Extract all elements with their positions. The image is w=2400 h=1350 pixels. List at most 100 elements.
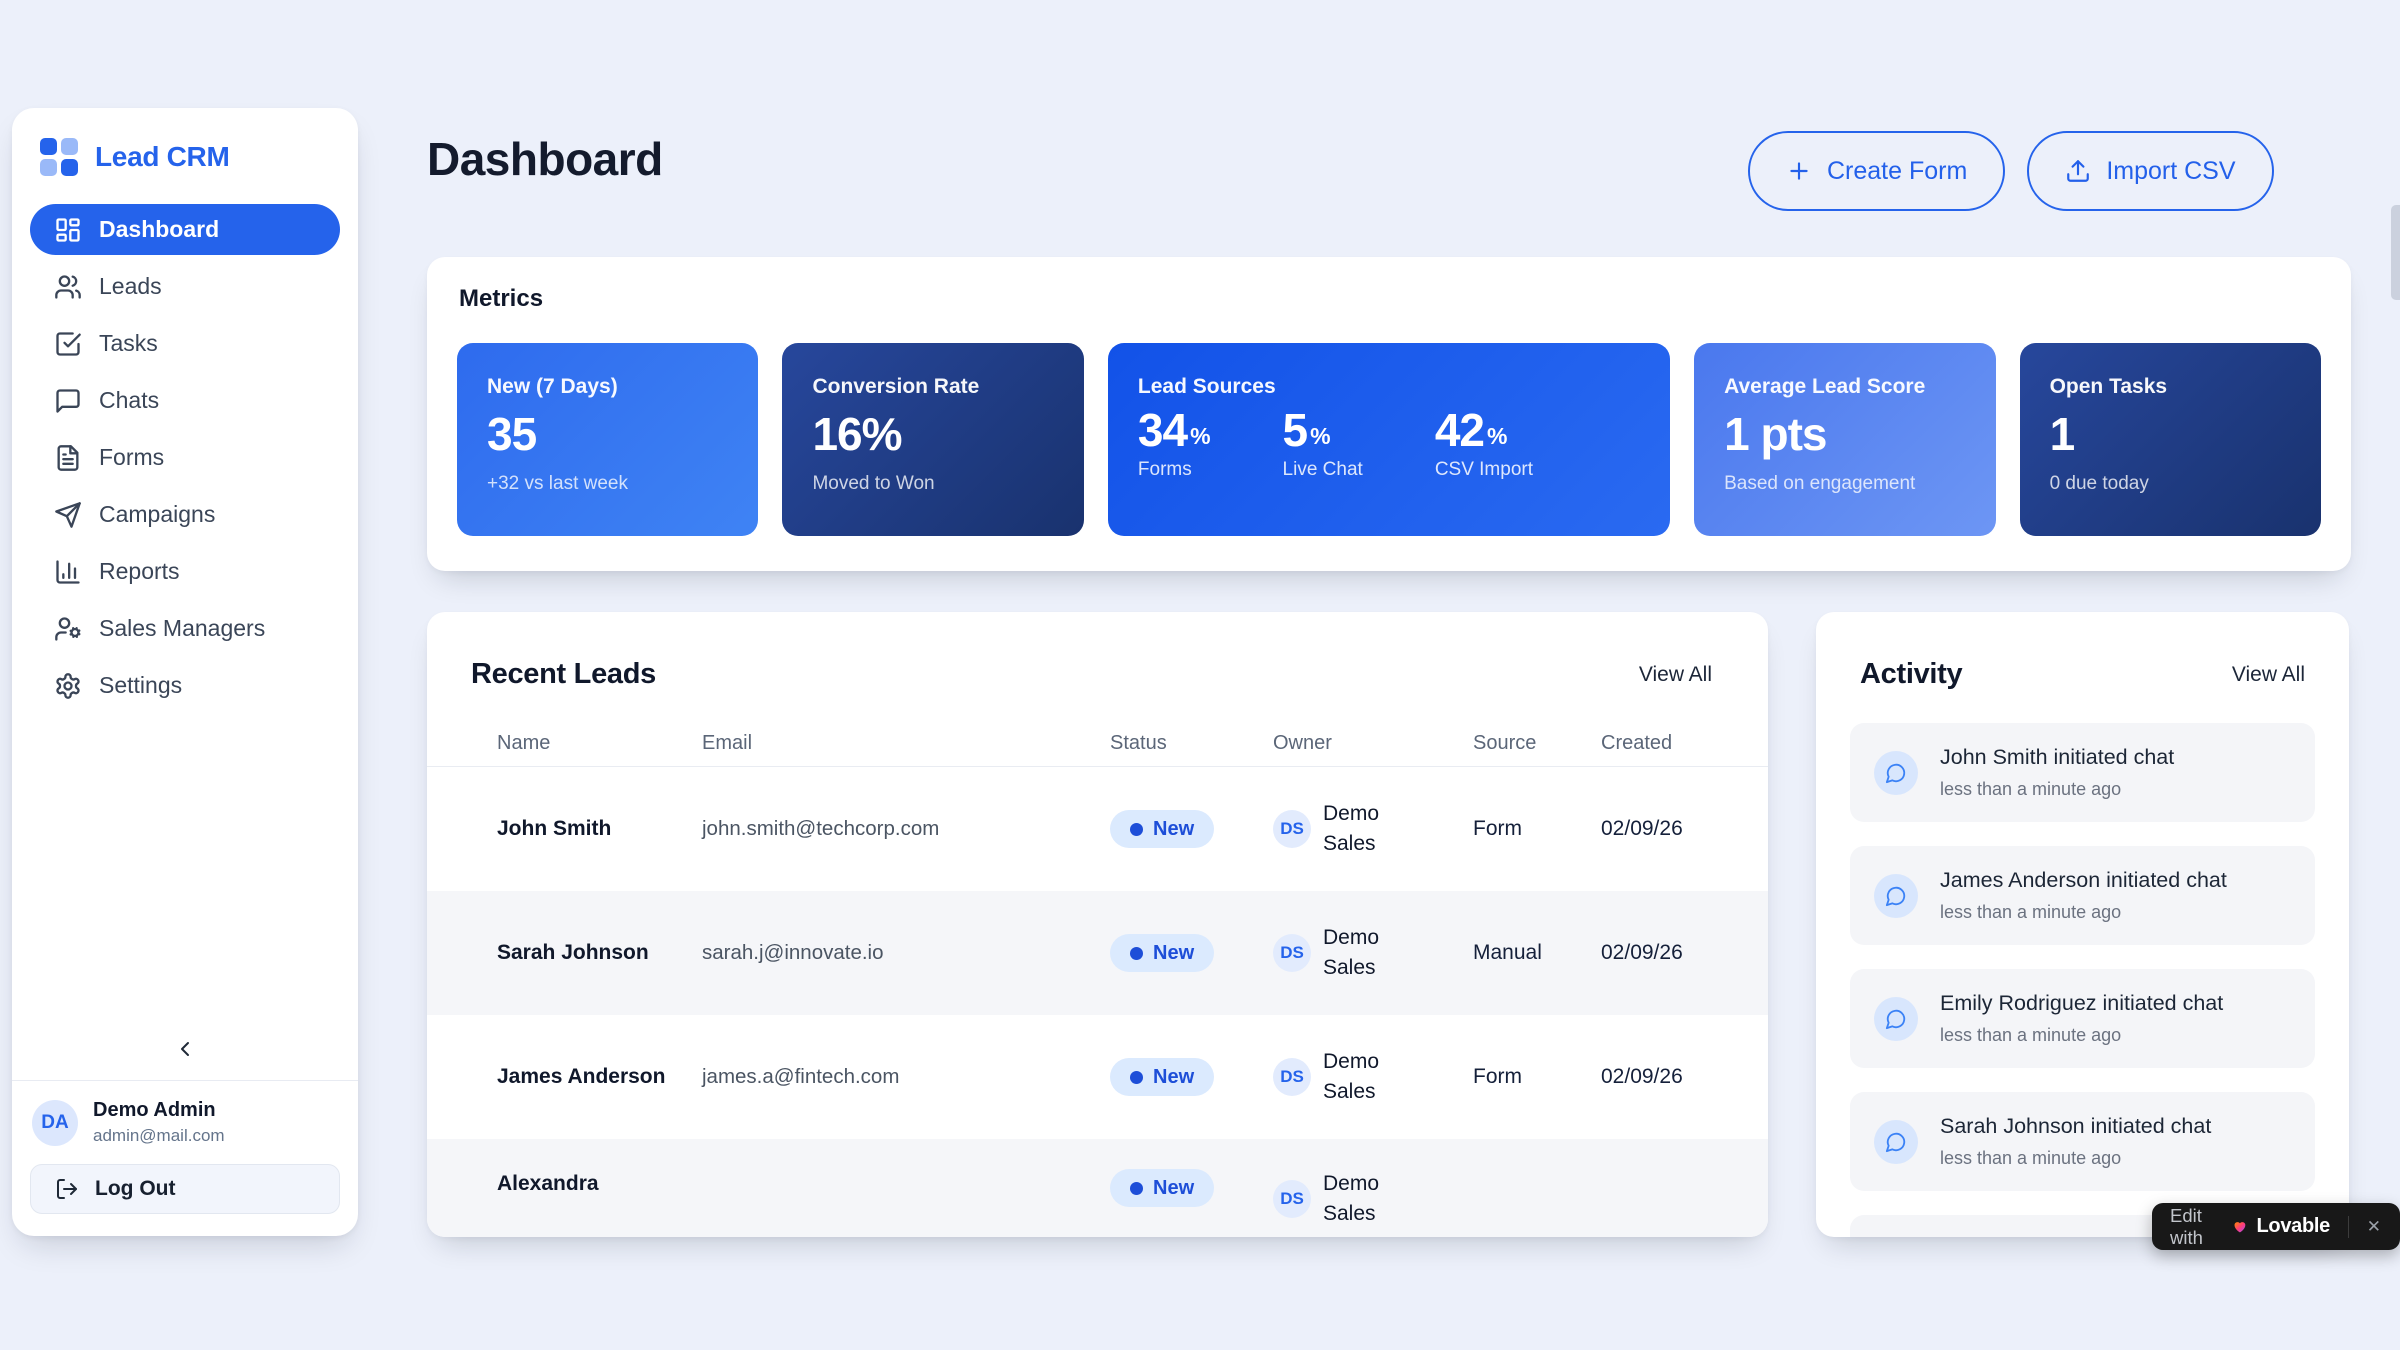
lovable-prefix-label: Edit with [2170,1204,2203,1248]
chat-bubble-icon [1874,996,1918,1041]
column-header: Email [702,732,753,754]
sidebar-item-chats[interactable]: Chats [30,375,340,426]
table-row[interactable]: Alexandra New DS Demo Sales [427,1139,1768,1237]
activity-text: James Anderson initiated chat [1940,868,2227,892]
sidebar-collapse-button[interactable] [168,1032,202,1066]
table-row[interactable]: John Smith john.smith@techcorp.com New D… [427,767,1768,891]
sidebar-item-label: Reports [99,558,180,584]
owner-avatar: DS [1273,1180,1311,1218]
status-badge: New [1110,1169,1215,1207]
stat-unit: % [1486,423,1508,449]
activity-item[interactable]: James Anderson initiated chat less than … [1850,846,2315,945]
lead-name: John Smith [497,817,612,840]
app-logo-icon [40,138,78,176]
activity-text: John Smith initiated chat [1940,745,2175,769]
sidebar-item-leads[interactable]: Leads [30,261,340,312]
lovable-heart-icon [2232,1216,2248,1237]
metric-subtext: 0 due today [2049,473,2149,494]
metric-tile-new-7-days-: New (7 Days) 35 +32 vs last week [457,343,759,536]
owner-name: Demo Sales [1323,926,1380,979]
activity-list: John Smith initiated chat less than a mi… [1816,691,2349,1237]
table-row[interactable]: James Anderson james.a@fintech.com New D… [427,1015,1768,1139]
leads-table-body: John Smith john.smith@techcorp.com New D… [427,767,1768,1237]
metric-title: Average Lead Score [1724,375,1926,398]
sales-managers-icon [54,615,82,643]
owner-avatar: DS [1273,1058,1311,1096]
sidebar-item-campaigns[interactable]: Campaigns [30,489,340,540]
activity-item[interactable]: Emily Rodriguez initiated chat less than… [1850,969,2315,1068]
sidebar-item-label: Tasks [99,330,158,356]
sidebar-divider [12,1080,358,1081]
app-brand: Lead CRM [30,134,340,204]
chat-bubble-icon [1874,1119,1918,1164]
stat-label: Live Chat [1282,459,1363,480]
stat-value: 42 [1434,404,1485,456]
user-email: admin@mail.com [93,1126,225,1145]
sidebar-item-label: Settings [99,672,183,698]
status-badge: New [1110,1058,1215,1096]
status-label: New [1153,1176,1195,1199]
sidebar-item-sales-managers[interactable]: Sales Managers [30,603,340,654]
stat-value: 34 [1137,404,1188,456]
lead-created: 02/09/26 [1601,817,1683,840]
leads-table-header: Name Email Status Owner Source Created [427,721,1768,767]
sidebar-item-tasks[interactable]: Tasks [30,318,340,369]
owner-name: Demo Sales [1323,1172,1380,1225]
page-title: Dashboard [427,133,663,185]
recent-leads-title: Recent Leads [471,658,656,690]
activity-item[interactable]: Sarah Johnson initiated chat less than a… [1850,1092,2315,1191]
tasks-icon [54,330,82,358]
user-profile: DA Demo Admin admin@mail.com [30,1081,340,1164]
leads-icon [54,273,82,301]
import-csv-button[interactable]: Import CSV [2027,131,2274,211]
app-title: Lead CRM [95,141,230,172]
sidebar-item-forms[interactable]: Forms [30,432,340,483]
sidebar-item-dashboard[interactable]: Dashboard [30,204,340,255]
owner-name: Demo Sales [1323,1050,1380,1103]
user-name: Demo Admin [93,1099,216,1121]
activity-panel: Activity View All John Smith initiated c… [1816,612,2349,1237]
avatar: DA [32,1099,78,1146]
metrics-panel: Metrics New (7 Days) 35 +32 vs last week… [427,257,2351,571]
status-label: New [1153,941,1195,964]
metric-value: 1 pts [1724,408,1827,460]
owner-avatar: DS [1273,810,1311,848]
lead-email: james.a@fintech.com [702,1065,900,1088]
recent-leads-panel: Recent Leads View All Name Email Status … [427,612,1768,1237]
header-actions: Create Form Import CSV [1748,131,2274,211]
metric-title: New (7 Days) [487,375,618,398]
metric-subtext: +32 vs last week [487,473,628,494]
activity-time: less than a minute ago [1940,779,2122,799]
forms-icon [54,444,82,472]
sidebar-item-reports[interactable]: Reports [30,546,340,597]
metric-value: 16% [812,408,902,460]
column-header: Name [497,732,551,754]
sidebar-item-label: Leads [99,273,162,299]
chat-bubble-icon [1874,750,1918,795]
metric-subtext: Based on engagement [1724,473,1916,494]
lead-email: sarah.j@innovate.io [702,941,884,964]
table-row[interactable]: Sarah Johnson sarah.j@innovate.io New DS… [427,891,1768,1015]
column-header: Source [1473,732,1537,754]
sidebar-item-settings[interactable]: Settings [30,660,340,711]
sidebar-item-label: Dashboard [99,216,220,242]
edit-with-lovable-badge[interactable]: Edit with Lovable ✕ [2152,1203,2400,1250]
close-icon[interactable]: ✕ [2366,1216,2381,1236]
sidebar-item-label: Sales Managers [99,615,266,641]
metric-subtext: Moved to Won [812,473,935,494]
metric-tile-average-lead-score: Average Lead Score 1 pts Based on engage… [1694,343,1996,536]
scrollbar-thumb[interactable] [2391,205,2400,300]
lead-created: 02/09/26 [1601,941,1683,964]
create-form-button[interactable]: Create Form [1748,131,2006,211]
stat-value: 5 [1282,404,1309,456]
activity-text: Sarah Johnson initiated chat [1940,1114,2212,1138]
reports-icon [54,558,82,586]
lead-name: Sarah Johnson [497,941,649,964]
logout-button[interactable]: Log Out [30,1164,340,1214]
activity-item[interactable]: John Smith initiated chat less than a mi… [1850,723,2315,822]
activity-view-all-link[interactable]: View All [2231,662,2305,686]
leads-view-all-link[interactable]: View All [1638,662,1712,686]
lead-source: Form [1473,817,1522,840]
stat-label: Forms [1137,459,1192,480]
logout-icon [55,1177,79,1201]
